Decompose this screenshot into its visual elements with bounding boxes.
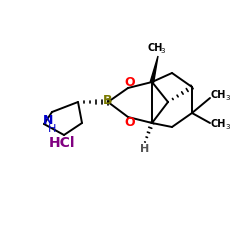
Text: O: O xyxy=(125,116,135,128)
Text: 3: 3 xyxy=(226,124,230,130)
Text: 3: 3 xyxy=(226,95,230,101)
Text: H: H xyxy=(140,144,149,154)
Text: CH: CH xyxy=(210,119,226,129)
Text: N: N xyxy=(43,114,53,128)
Text: HCl: HCl xyxy=(49,136,75,150)
Text: B: B xyxy=(103,94,113,108)
Text: O: O xyxy=(125,76,135,90)
Polygon shape xyxy=(150,56,158,82)
Text: CH: CH xyxy=(210,90,226,100)
Text: 3: 3 xyxy=(161,48,165,54)
Text: CH: CH xyxy=(147,43,163,53)
Text: H: H xyxy=(48,124,56,134)
